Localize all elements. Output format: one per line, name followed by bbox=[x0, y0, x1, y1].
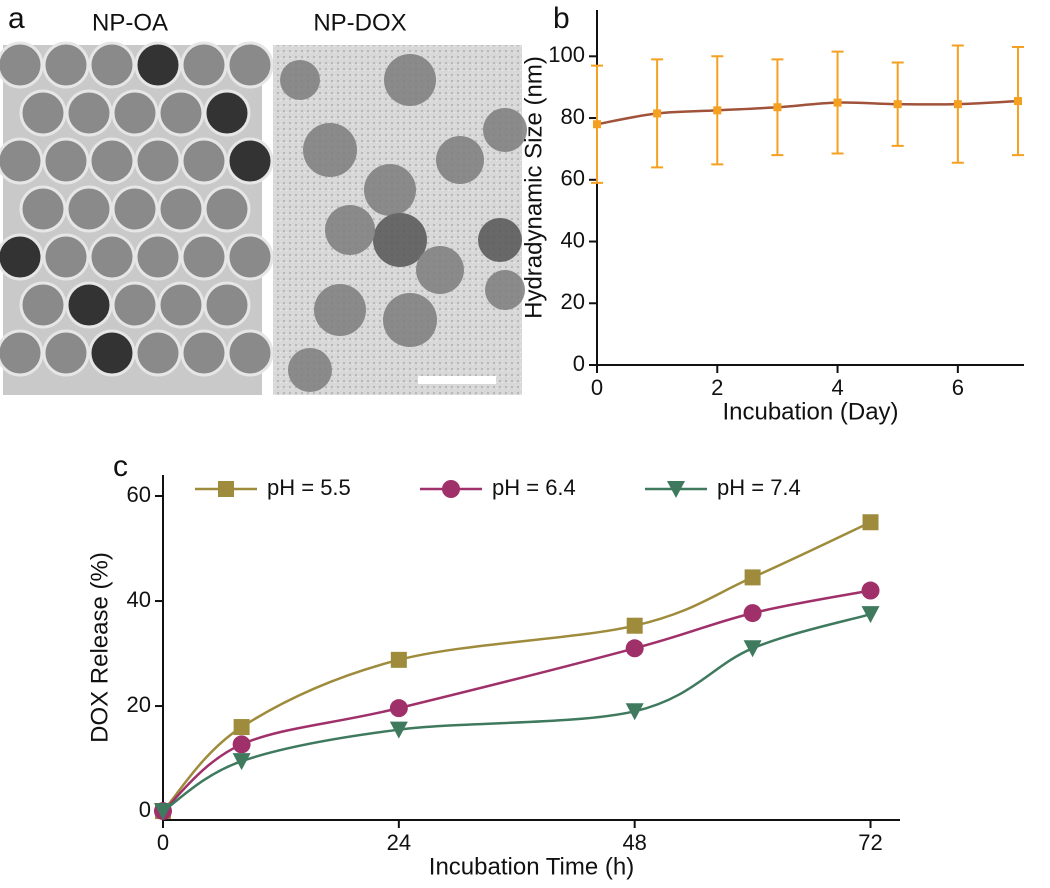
marker bbox=[953, 100, 962, 109]
marker bbox=[626, 617, 643, 634]
x-tick-label: 48 bbox=[622, 830, 646, 855]
y-tick-label: 0 bbox=[139, 797, 151, 822]
marker bbox=[653, 109, 662, 118]
marker bbox=[893, 100, 902, 109]
y-tick-label: 40 bbox=[561, 227, 585, 252]
legend-marker bbox=[218, 481, 234, 497]
x-tick-label: 72 bbox=[858, 830, 882, 855]
y-tick-label: 0 bbox=[573, 351, 585, 376]
x-tick-label: 0 bbox=[157, 830, 169, 855]
legend-marker bbox=[442, 480, 460, 498]
x-tick-label: 2 bbox=[711, 375, 723, 400]
marker bbox=[743, 640, 762, 658]
tem-image bbox=[0, 41, 274, 395]
marker bbox=[713, 106, 722, 115]
marker bbox=[389, 699, 408, 718]
series-line bbox=[162, 521, 872, 812]
legend-marker bbox=[667, 481, 685, 498]
marker bbox=[232, 735, 251, 754]
x-tick-label: 24 bbox=[387, 830, 411, 855]
panel-label: c bbox=[113, 450, 128, 483]
marker bbox=[833, 98, 842, 107]
y-tick-label: 80 bbox=[561, 104, 585, 129]
y-tick-label: 60 bbox=[561, 166, 585, 191]
panel-label: b bbox=[553, 2, 570, 35]
marker bbox=[861, 606, 880, 624]
marker bbox=[625, 703, 644, 721]
legend-label: pH = 7.4 bbox=[717, 475, 801, 500]
y-tick-label: 40 bbox=[127, 587, 151, 612]
x-axis-title: Incubation (Day) bbox=[722, 398, 898, 425]
marker bbox=[1013, 97, 1022, 106]
marker bbox=[232, 753, 251, 771]
marker bbox=[154, 803, 172, 821]
y-tick-label: 60 bbox=[127, 482, 151, 507]
x-tick-label: 4 bbox=[831, 375, 843, 400]
marker bbox=[390, 651, 407, 668]
image-title: NP-DOX bbox=[313, 9, 406, 36]
marker bbox=[744, 569, 761, 586]
marker bbox=[233, 719, 250, 736]
series-line bbox=[162, 612, 871, 813]
x-tick-label: 6 bbox=[952, 375, 964, 400]
y-axis-title: DOX Release (%) bbox=[86, 552, 113, 743]
marker bbox=[862, 514, 879, 531]
marker bbox=[389, 721, 408, 739]
marker bbox=[743, 604, 762, 623]
x-axis-title: Incubation Time (h) bbox=[429, 853, 634, 880]
marker bbox=[861, 581, 880, 600]
marker bbox=[593, 120, 601, 129]
y-tick-label: 20 bbox=[127, 692, 151, 717]
panel-label: a bbox=[8, 2, 25, 35]
y-tick-label: 100 bbox=[548, 42, 585, 67]
marker bbox=[625, 639, 644, 658]
tem-image bbox=[273, 45, 527, 395]
series-line bbox=[162, 589, 871, 813]
legend-label: pH = 6.4 bbox=[492, 475, 576, 500]
series-line bbox=[596, 99, 1019, 126]
marker bbox=[773, 103, 782, 112]
y-axis-title: Hydradynamic Size (nm) bbox=[520, 56, 547, 319]
image-title: NP-OA bbox=[92, 9, 168, 36]
legend-label: pH = 5.5 bbox=[267, 475, 351, 500]
x-tick-label: 0 bbox=[591, 375, 603, 400]
y-tick-label: 20 bbox=[561, 289, 585, 314]
